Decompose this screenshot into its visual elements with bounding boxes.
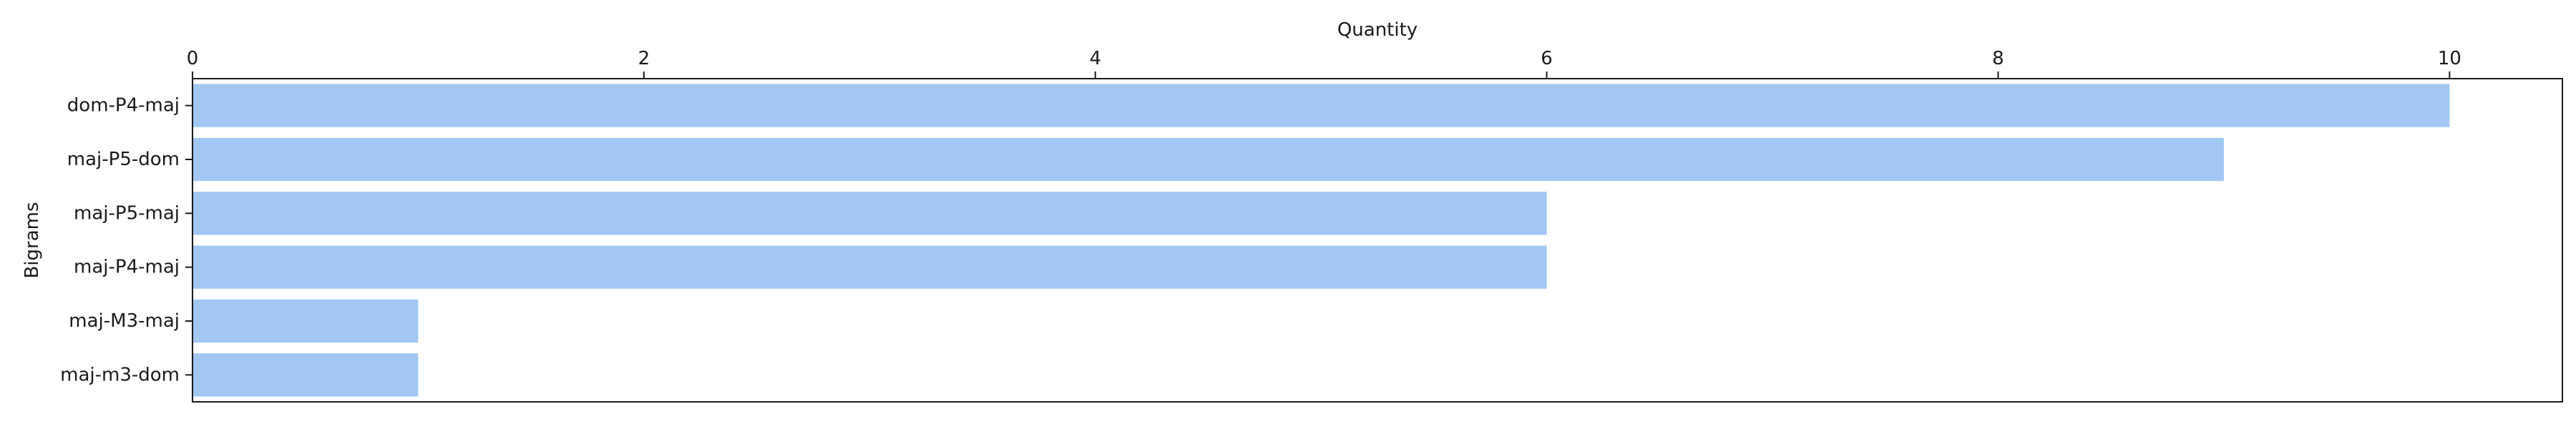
- y-tick-label: maj-m3-dom: [60, 364, 180, 385]
- x-axis-label: Quantity: [1337, 19, 1418, 41]
- bar-dom-P4-maj: [192, 84, 2450, 127]
- y-tick-label: maj-M3-maj: [69, 310, 180, 332]
- bar-maj-P5-maj: [192, 192, 1547, 235]
- y-axis-label: Bigrams: [21, 202, 43, 278]
- y-tick-label: maj-P5-maj: [74, 202, 180, 224]
- bar-maj-P4-maj: [192, 245, 1547, 289]
- plot-frame: [192, 78, 2563, 403]
- y-tick-label: maj-P5-dom: [67, 149, 180, 170]
- x-axis-ticks: 0 2 4 6 8 10: [187, 48, 2462, 79]
- x-tick-label: 6: [1541, 48, 1553, 69]
- y-tick-label: maj-P4-maj: [74, 257, 180, 278]
- x-tick-label: 8: [1992, 48, 2004, 69]
- x-tick-label: 0: [187, 48, 199, 69]
- bar-maj-m3-dom: [192, 353, 419, 397]
- bar-maj-P5-dom: [192, 137, 2224, 182]
- bar-maj-M3-maj: [192, 299, 419, 343]
- x-tick-label: 10: [2438, 48, 2462, 69]
- x-tick-label: 2: [638, 48, 650, 69]
- y-tick-label: dom-P4-maj: [67, 95, 180, 117]
- bars-layer: [192, 84, 2450, 397]
- x-tick-label: 4: [1089, 48, 1101, 69]
- y-axis-ticks: dom-P4-maj maj-P5-dom maj-P5-maj maj-P4-maj…: [60, 95, 192, 385]
